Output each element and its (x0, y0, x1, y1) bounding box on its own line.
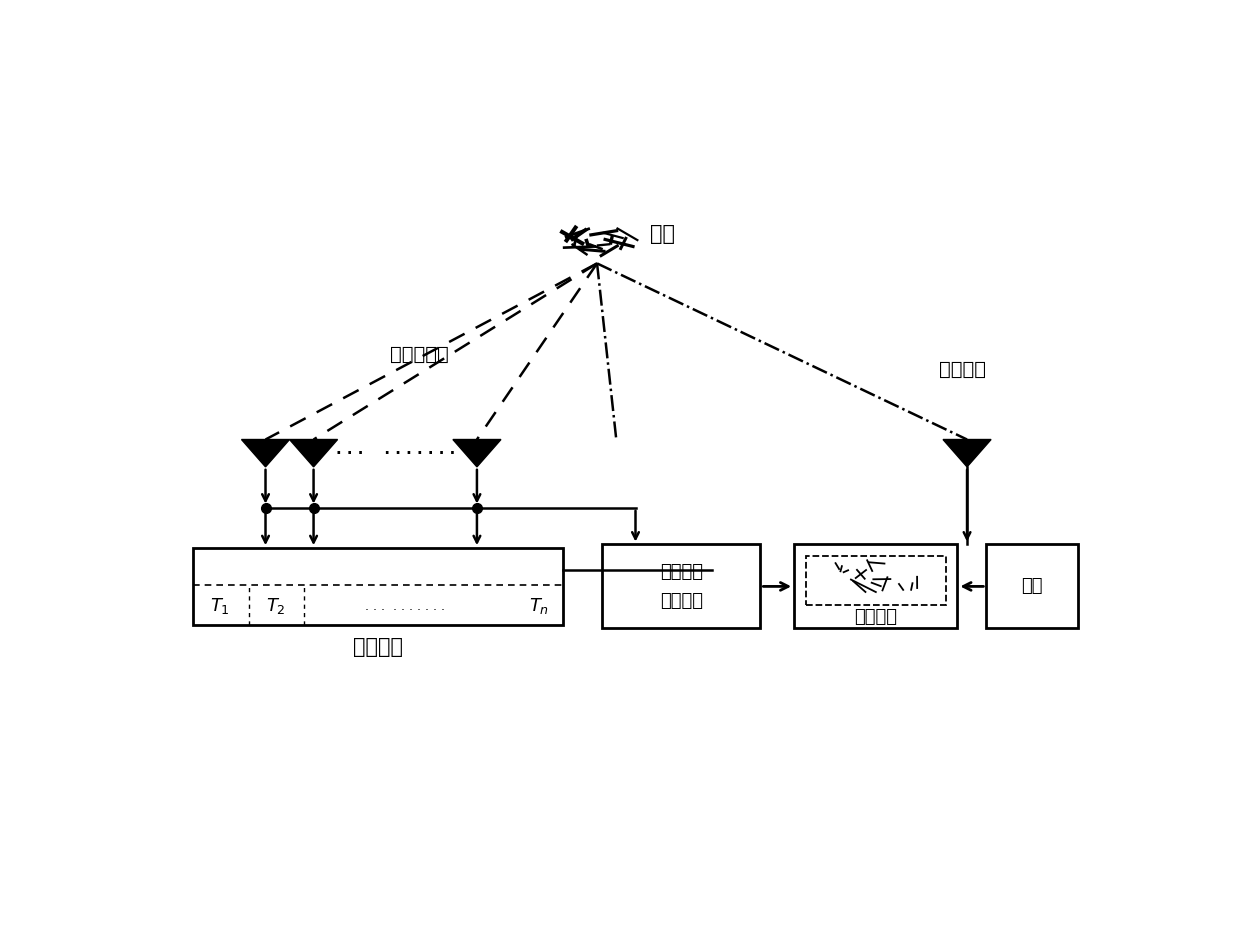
Text: $T_1$: $T_1$ (211, 596, 231, 616)
Text: 微波远场
本地重构: 微波远场 本地重构 (660, 563, 703, 610)
Polygon shape (942, 440, 991, 466)
Bar (794, 544, 957, 629)
Text: 接收: 接收 (1022, 577, 1043, 595)
Bar (193, 548, 563, 625)
Polygon shape (290, 440, 337, 466)
Bar (806, 556, 946, 605)
Text: 目标回波: 目标回波 (939, 359, 986, 379)
Text: 发射阵列: 发射阵列 (353, 637, 403, 657)
Text: 探测信号场: 探测信号场 (389, 345, 449, 364)
Text: . . .    . . . . . . .: . . . . . . . . . . (336, 442, 455, 457)
Bar (986, 544, 1078, 629)
Polygon shape (453, 440, 501, 466)
Text: $T_2$: $T_2$ (267, 596, 286, 616)
Text: $T_n$: $T_n$ (529, 596, 549, 616)
Text: . . .  . . . . . . .: . . . . . . . . . . (365, 600, 445, 612)
Bar (601, 544, 760, 629)
Text: 关联处理: 关联处理 (854, 608, 898, 626)
Polygon shape (242, 440, 290, 466)
Text: 目标: 目标 (650, 225, 675, 245)
